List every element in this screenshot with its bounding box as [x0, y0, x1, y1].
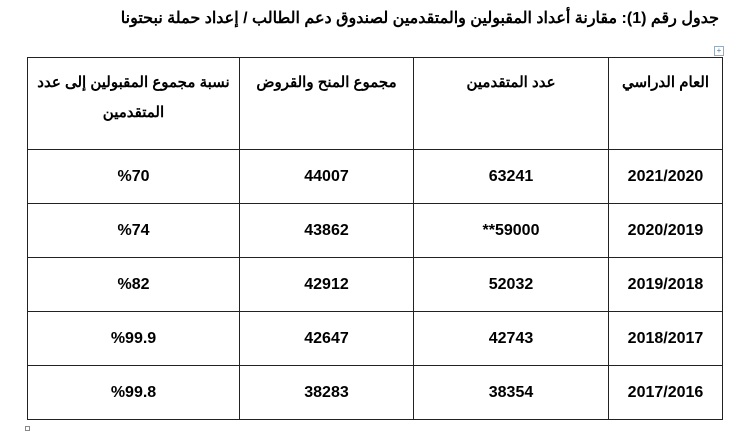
- cell-value: 2018/2017: [627, 329, 704, 347]
- cell-applicants: 52032: [413, 257, 609, 312]
- cell-value: 2021/2020: [627, 167, 704, 185]
- cell-value: 42743: [488, 329, 534, 347]
- data-table: العام الدراسي عدد المتقدمين مجموع المنح …: [27, 57, 723, 420]
- cell-grants-loans: 42647: [239, 311, 414, 366]
- cell-value: 38354: [488, 383, 534, 401]
- cell-value: 42912: [304, 275, 349, 293]
- cell-year: 2021/2020: [608, 149, 723, 204]
- table-row: 2017/2016 38354 38283 %99.8: [27, 365, 723, 420]
- cell-grants-loans: 42912: [239, 257, 414, 312]
- cell-value: %99.9: [110, 329, 157, 347]
- cell-value: %82: [117, 275, 150, 293]
- cell-value: %74: [117, 221, 150, 239]
- table-resize-handle[interactable]: [25, 426, 30, 431]
- cell-value: 42647: [304, 329, 349, 347]
- cell-grants-loans: 38283: [239, 365, 414, 420]
- cell-ratio: %99.8: [27, 365, 240, 420]
- cell-ratio: %99.9: [27, 311, 240, 366]
- table-move-handle-icon[interactable]: +: [714, 46, 724, 56]
- cell-value: %99.8: [110, 383, 157, 401]
- cell-grants-loans: 44007: [239, 149, 414, 204]
- cell-value: %70: [117, 167, 150, 185]
- table-caption: جدول رقم (1): مقارنة أعداد المقبولين وال…: [120, 10, 719, 27]
- table-row: 2021/2020 63241 44007 %70: [27, 149, 723, 204]
- cell-ratio: %74: [27, 203, 240, 258]
- header-grants-loans: مجموع المنح والقروض: [239, 57, 414, 150]
- cell-value: 52032: [488, 275, 534, 293]
- cell-value: **59000: [482, 221, 540, 239]
- cell-value: 2019/2018: [627, 275, 704, 293]
- cell-year: 2017/2016: [608, 365, 723, 420]
- cell-applicants: 42743: [413, 311, 609, 366]
- cell-applicants: 38354: [413, 365, 609, 420]
- header-applicants: عدد المتقدمين: [413, 57, 609, 150]
- cell-value: 63241: [488, 167, 534, 185]
- cell-grants-loans: 43862: [239, 203, 414, 258]
- cell-value: 2017/2016: [627, 383, 704, 401]
- cell-value: 38283: [304, 383, 349, 401]
- cell-applicants: 63241: [413, 149, 609, 204]
- cell-year: 2018/2017: [608, 311, 723, 366]
- cell-ratio: %70: [27, 149, 240, 204]
- header-row: العام الدراسي عدد المتقدمين مجموع المنح …: [27, 57, 723, 150]
- cell-value: 44007: [304, 167, 349, 185]
- cell-year: 2020/2019: [608, 203, 723, 258]
- cell-value: 2020/2019: [627, 221, 704, 239]
- header-ratio: نسبة مجموع المقبولين إلى عدد المتقدمين: [27, 57, 240, 150]
- table-row: 2020/2019 **59000 43862 %74: [27, 203, 723, 258]
- cell-applicants: **59000: [413, 203, 609, 258]
- header-year: العام الدراسي: [608, 57, 723, 150]
- cell-ratio: %82: [27, 257, 240, 312]
- table-row: 2019/2018 52032 42912 %82: [27, 257, 723, 312]
- cell-value: 43862: [304, 221, 349, 239]
- table-row: 2018/2017 42743 42647 %99.9: [27, 311, 723, 366]
- cell-year: 2019/2018: [608, 257, 723, 312]
